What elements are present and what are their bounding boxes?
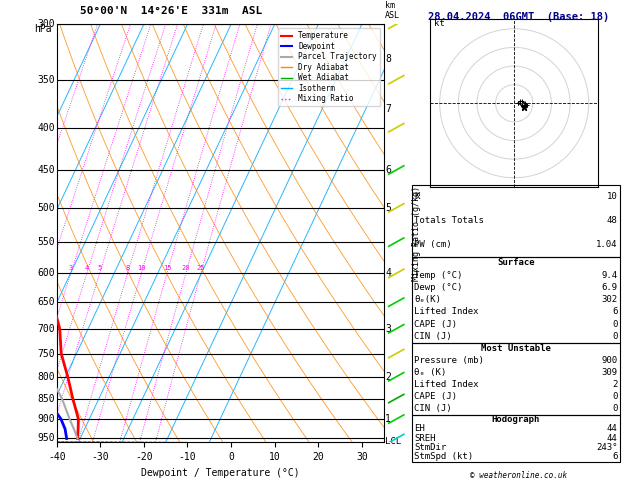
Text: CAPE (J): CAPE (J)	[414, 320, 457, 329]
Text: 600: 600	[37, 268, 55, 278]
Text: Lifted Index: Lifted Index	[414, 308, 479, 316]
Text: km
ASL: km ASL	[386, 0, 400, 20]
Text: 28.04.2024  06GMT  (Base: 18): 28.04.2024 06GMT (Base: 18)	[428, 12, 610, 22]
Text: 0: 0	[612, 404, 618, 413]
Text: 25: 25	[196, 265, 205, 271]
Text: CAPE (J): CAPE (J)	[414, 392, 457, 401]
Text: 0: 0	[612, 392, 618, 401]
Text: StmDir: StmDir	[414, 443, 447, 452]
Text: θₑ (K): θₑ (K)	[414, 368, 447, 377]
Text: 450: 450	[37, 165, 55, 175]
Text: 10: 10	[137, 265, 145, 271]
Text: Most Unstable: Most Unstable	[481, 344, 551, 353]
Text: 950: 950	[37, 434, 55, 444]
Text: 8: 8	[386, 53, 391, 64]
Text: 700: 700	[37, 324, 55, 334]
X-axis label: Dewpoint / Temperature (°C): Dewpoint / Temperature (°C)	[141, 468, 299, 478]
Text: 1.04: 1.04	[596, 240, 618, 249]
Text: 7: 7	[386, 104, 391, 114]
Text: 44: 44	[607, 424, 618, 433]
Legend: Temperature, Dewpoint, Parcel Trajectory, Dry Adiabat, Wet Adiabat, Isotherm, Mi: Temperature, Dewpoint, Parcel Trajectory…	[277, 28, 380, 106]
Text: θₑ(K): θₑ(K)	[414, 295, 441, 304]
Text: 6: 6	[612, 452, 618, 462]
Text: 650: 650	[37, 297, 55, 307]
Text: 5: 5	[97, 265, 102, 271]
Text: 2: 2	[612, 380, 618, 389]
Text: StmSpd (kt): StmSpd (kt)	[414, 452, 473, 462]
Text: kt: kt	[434, 19, 445, 28]
Text: 44: 44	[607, 434, 618, 443]
Text: LCL: LCL	[386, 436, 401, 446]
Text: 10: 10	[607, 192, 618, 201]
Text: 4: 4	[386, 268, 391, 278]
Text: CIN (J): CIN (J)	[414, 332, 452, 341]
Text: 6: 6	[612, 308, 618, 316]
Text: PW (cm): PW (cm)	[414, 240, 452, 249]
Text: 0: 0	[612, 320, 618, 329]
Text: Surface: Surface	[497, 259, 535, 267]
Text: Lifted Index: Lifted Index	[414, 380, 479, 389]
Text: 6: 6	[386, 165, 391, 175]
Text: 1: 1	[386, 414, 391, 424]
Text: 500: 500	[37, 203, 55, 213]
Text: 400: 400	[37, 122, 55, 133]
Text: 300: 300	[37, 19, 55, 29]
Text: © weatheronline.co.uk: © weatheronline.co.uk	[470, 471, 567, 480]
Text: 3: 3	[69, 265, 73, 271]
Text: Dewp (°C): Dewp (°C)	[414, 283, 462, 292]
Text: 900: 900	[601, 356, 618, 365]
Text: 309: 309	[601, 368, 618, 377]
Text: SREH: SREH	[414, 434, 435, 443]
Text: EH: EH	[414, 424, 425, 433]
Text: 2: 2	[386, 372, 391, 382]
Text: 50°00'N  14°26'E  331m  ASL: 50°00'N 14°26'E 331m ASL	[80, 6, 262, 16]
Text: Totals Totals: Totals Totals	[414, 216, 484, 225]
Text: Mixing Ratio (g/kg): Mixing Ratio (g/kg)	[412, 186, 421, 281]
Text: 8: 8	[125, 265, 130, 271]
Text: Pressure (mb): Pressure (mb)	[414, 356, 484, 365]
Text: 900: 900	[37, 414, 55, 424]
Text: hPa: hPa	[34, 24, 52, 35]
Text: 350: 350	[37, 75, 55, 85]
Text: 750: 750	[37, 348, 55, 359]
Text: 15: 15	[163, 265, 171, 271]
Text: 48: 48	[607, 216, 618, 225]
Text: 5: 5	[386, 203, 391, 213]
Text: 4: 4	[85, 265, 89, 271]
Text: 9.4: 9.4	[601, 271, 618, 279]
Text: 243°: 243°	[596, 443, 618, 452]
Text: CIN (J): CIN (J)	[414, 404, 452, 413]
Text: Temp (°C): Temp (°C)	[414, 271, 462, 279]
Text: 6.9: 6.9	[601, 283, 618, 292]
Text: 550: 550	[37, 237, 55, 247]
Text: 3: 3	[386, 324, 391, 334]
Text: K: K	[414, 192, 420, 201]
Text: 20: 20	[182, 265, 190, 271]
Text: 0: 0	[612, 332, 618, 341]
Text: Hodograph: Hodograph	[492, 415, 540, 424]
Text: 800: 800	[37, 372, 55, 382]
Text: 850: 850	[37, 394, 55, 403]
Text: 302: 302	[601, 295, 618, 304]
